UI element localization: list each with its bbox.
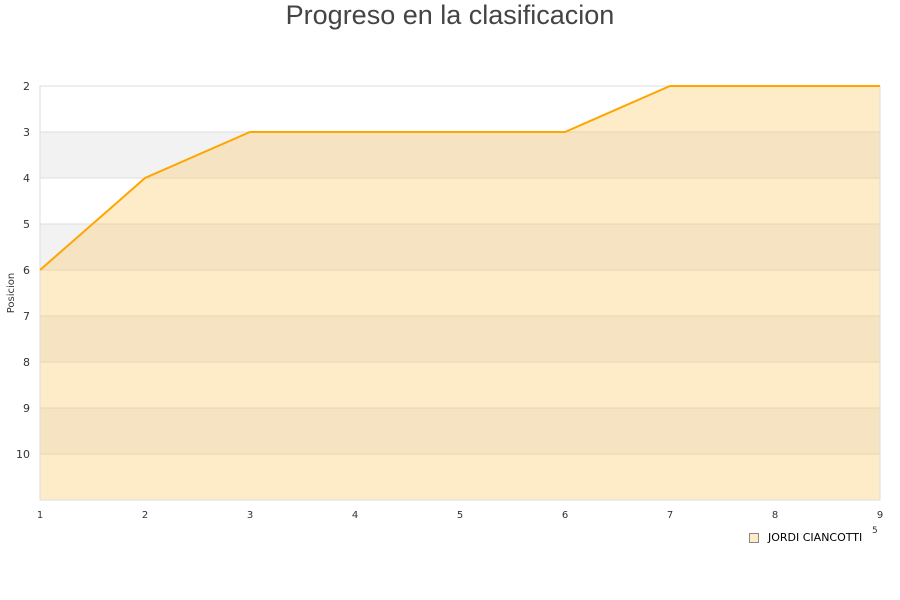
y-tick-label: 6 [23, 264, 30, 277]
y-tick-label: 3 [23, 126, 30, 139]
plot-border [39, 85, 881, 501]
x-tick-label: 9 [877, 510, 883, 521]
x-tick-label: 5 [457, 510, 463, 521]
legend[interactable]: JORDI CIANCOTTI [749, 531, 862, 544]
chart-title: Progreso en la clasificacion [285, 0, 615, 30]
y-tick-label: 10 [16, 448, 30, 461]
y-tick-label: 9 [23, 402, 30, 415]
legend-label: JORDI CIANCOTTI [768, 531, 863, 544]
y-tick-label: 4 [23, 172, 30, 185]
x-tick-label: 3 [247, 510, 253, 521]
area-band [40, 316, 880, 362]
series-line [39, 85, 880, 271]
y-tick-label: 7 [23, 310, 30, 323]
area-band [40, 408, 880, 454]
area-band [40, 224, 880, 270]
y-tick-label: 2 [23, 80, 30, 93]
x-tick-label: 2 [142, 510, 148, 521]
x-tick-label: 6 [562, 510, 568, 521]
x-tick-label: 8 [772, 510, 778, 521]
legend-swatch [749, 532, 759, 543]
x-tick-label: 1 [37, 510, 43, 521]
y-tick-label: 5 [23, 218, 30, 231]
series-area [40, 86, 880, 500]
y-tick-label: 8 [23, 356, 30, 369]
x-tick-label: 4 [352, 510, 358, 521]
x-tick-label: 7 [667, 510, 673, 521]
y-axis-label: Posicion [6, 273, 17, 314]
x-axis-label-fragment: 5 [872, 526, 878, 536]
